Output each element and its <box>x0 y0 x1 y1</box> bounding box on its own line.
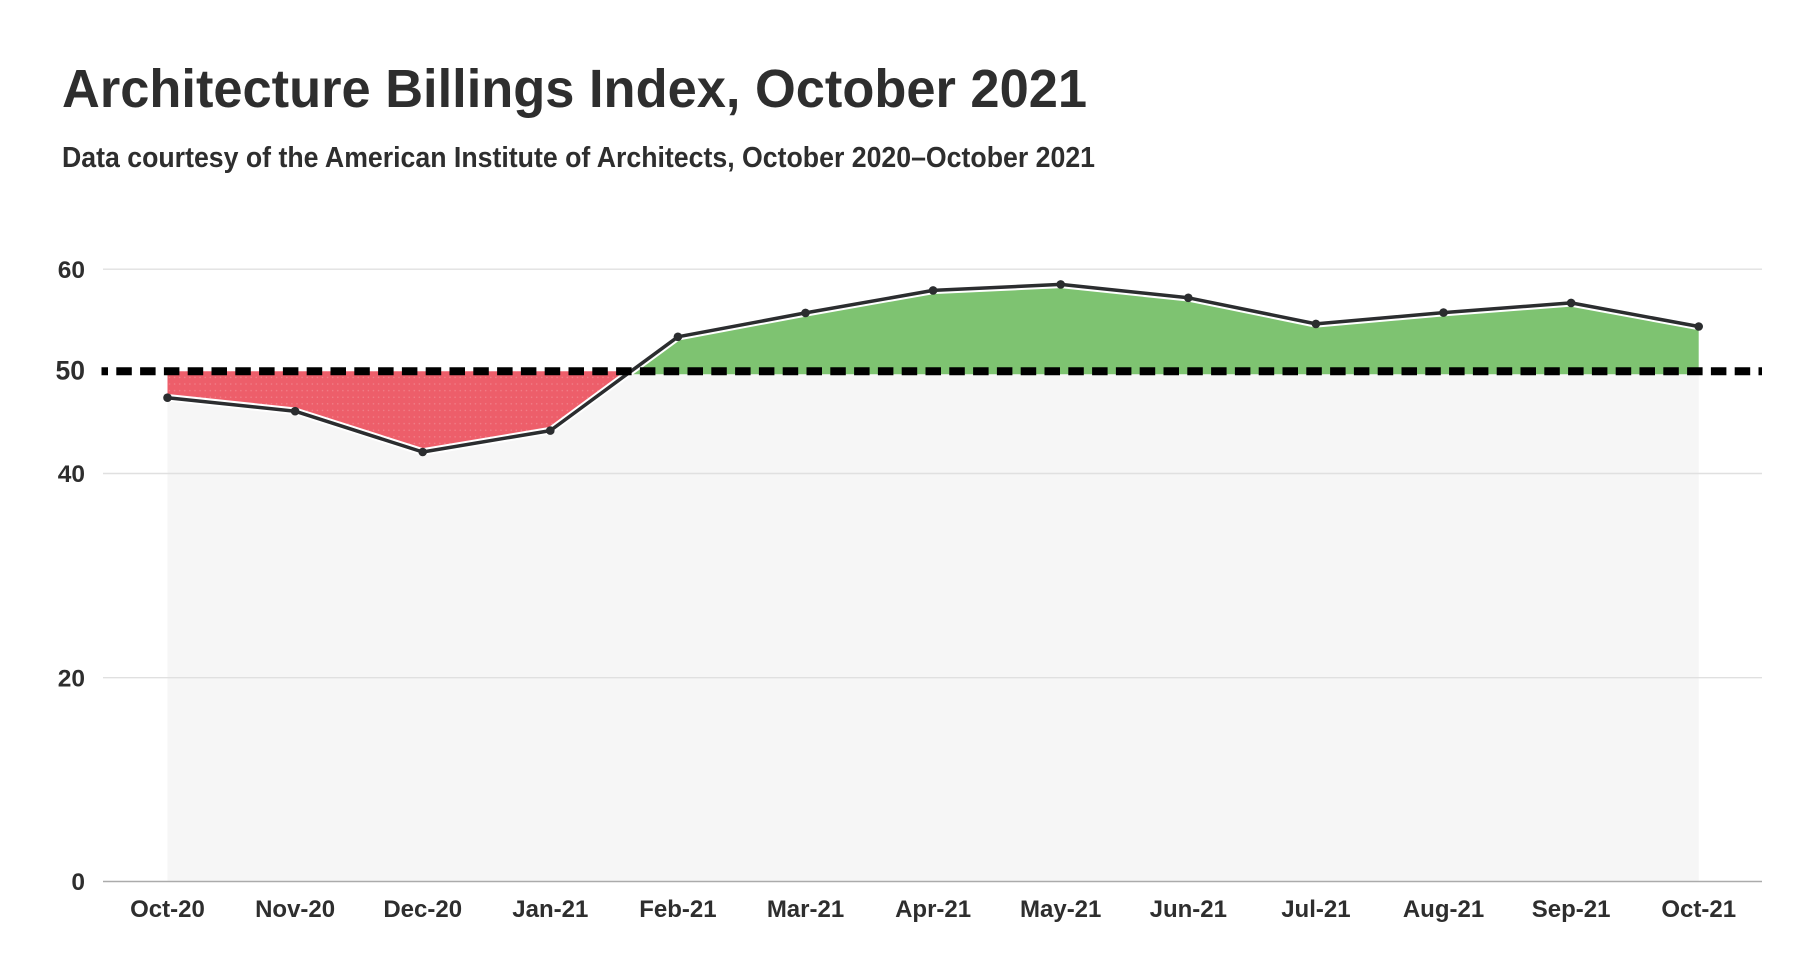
svg-text:Sep-21: Sep-21 <box>1532 896 1611 923</box>
svg-text:50: 50 <box>56 356 85 386</box>
svg-text:Dec-20: Dec-20 <box>383 896 462 923</box>
svg-text:Mar-21: Mar-21 <box>767 896 844 923</box>
svg-text:Feb-21: Feb-21 <box>639 896 716 923</box>
svg-text:Architecture Billings Index, O: Architecture Billings Index, October 202… <box>62 59 1087 119</box>
svg-text:Jun-21: Jun-21 <box>1150 896 1227 923</box>
svg-text:40: 40 <box>58 461 85 488</box>
svg-text:May-21: May-21 <box>1020 896 1101 923</box>
svg-text:Oct-20: Oct-20 <box>130 896 205 923</box>
svg-text:Apr-21: Apr-21 <box>895 896 971 923</box>
svg-text:Jul-21: Jul-21 <box>1281 896 1350 923</box>
svg-text:Data courtesy of the American: Data courtesy of the American Institute … <box>62 142 1095 174</box>
svg-text:Aug-21: Aug-21 <box>1403 896 1484 923</box>
svg-text:20: 20 <box>58 666 85 693</box>
svg-text:Oct-21: Oct-21 <box>1661 896 1736 923</box>
svg-text:Nov-20: Nov-20 <box>255 896 335 923</box>
svg-text:0: 0 <box>71 869 85 896</box>
svg-text:60: 60 <box>58 257 85 284</box>
svg-text:Jan-21: Jan-21 <box>512 896 588 923</box>
